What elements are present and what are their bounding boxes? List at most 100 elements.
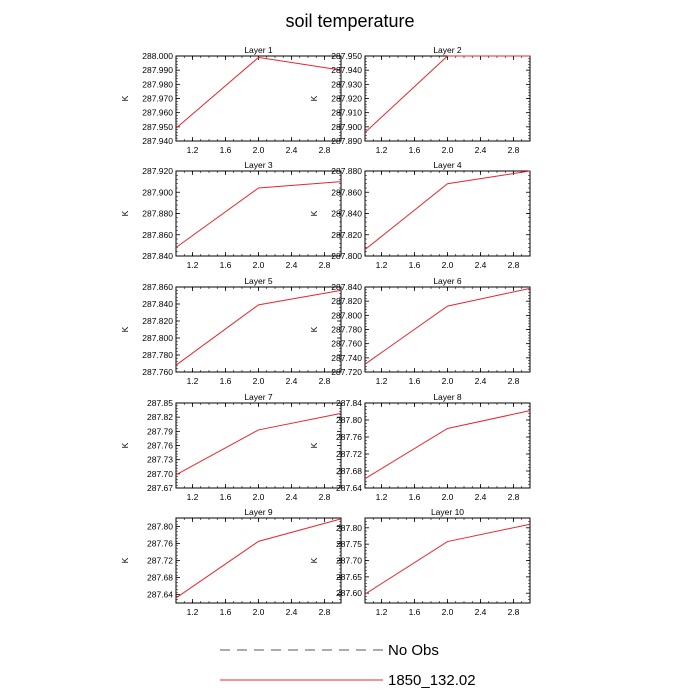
x-tick-label: 2.0 — [253, 376, 265, 386]
x-axis: 1.2 1.6 2.0 2.4 2.8 — [364, 403, 531, 502]
panel-title: Layer 6 — [433, 276, 462, 286]
series-line-1850-132-02 — [175, 56, 342, 129]
y-tick-label: 287.920 — [331, 94, 362, 104]
panel-title: Layer 3 — [244, 160, 273, 170]
x-axis: 1.2 1.6 2.0 2.4 2.8 — [364, 56, 531, 155]
panel-title: Layer 8 — [433, 392, 462, 402]
panel-layer-5: Layer 5K1.2 1.6 2.0 2.4 2.8287.760287.780287… — [120, 276, 342, 386]
y-tick-label: 287.890 — [331, 136, 362, 146]
y-tick-label: 287.76 — [336, 432, 362, 442]
x-tick-label: 2.8 — [319, 607, 331, 617]
y-tick-label: 287.67 — [147, 483, 173, 493]
x-tick-label: 1.6 — [220, 260, 232, 270]
y-tick-label: 287.65 — [336, 572, 362, 582]
x-tick-label: 1.2 — [187, 376, 199, 386]
x-axis: 1.2 1.6 2.0 2.4 2.8 — [364, 287, 531, 386]
x-tick-label: 2.4 — [286, 376, 298, 386]
x-tick-label: 2.8 — [319, 260, 331, 270]
x-tick-label: 2.8 — [508, 145, 520, 155]
panel-grid: Layer 1 K 1.2 1.6 2.0 2.4 2.8 287.940 287.950 287… — [120, 45, 531, 617]
panel-title: Layer 5 — [244, 276, 273, 286]
y-tick-label: 287.880 — [331, 166, 362, 176]
y-axis: 287.720 287.740 287.760 287.780 287.800 287.8… — [331, 282, 530, 377]
y-axis: 287.890 287.900 287.910 287.920 287.930 287.9… — [331, 51, 530, 146]
x-tick-label: 1.6 — [220, 376, 232, 386]
y-tick-label: 287.72 — [336, 449, 362, 459]
panel-layer-1: Layer 1K1.2 1.6 2.0 2.4 2.8287.940287.950287… — [120, 45, 342, 155]
y-axis-title: K — [120, 210, 130, 216]
x-tick-label: 2.4 — [475, 492, 487, 502]
y-tick-label: 287.740 — [331, 353, 362, 363]
x-axis: 1.2 1.6 2.0 2.4 2.8 — [175, 287, 342, 386]
x-tick-label: 1.6 — [409, 607, 421, 617]
y-tick-label: 287.860 — [331, 187, 362, 197]
y-tick-label: 287.840 — [331, 209, 362, 219]
y-axis-title: K — [309, 95, 319, 101]
y-tick-label: 287.76 — [147, 441, 173, 451]
x-tick-label: 1.6 — [409, 376, 421, 386]
y-tick-label: 287.70 — [147, 469, 173, 479]
series-line-1850-132-02 — [175, 181, 342, 248]
x-tick-label: 2.8 — [319, 492, 331, 502]
y-axis-title: K — [309, 557, 319, 563]
legend-no-obs-label: No Obs — [388, 642, 439, 659]
series-line-1850-132-02 — [364, 410, 531, 480]
x-tick-label: 2.8 — [319, 376, 331, 386]
legend: No Obs 1850_132.02 — [220, 642, 476, 689]
series-line-1850-132-02 — [364, 55, 530, 133]
x-axis: 1.2 1.6 2.0 2.4 2.8 — [364, 518, 531, 617]
panel-layer-4: Layer 4K1.2 1.6 2.0 2.4 2.8287.800287.820287… — [309, 160, 531, 270]
panel-layer-6: Layer 6K1.2 1.6 2.0 2.4 2.8287.720287.740287… — [309, 276, 531, 386]
series-line-1850-132-02 — [175, 518, 342, 599]
x-tick-label: 2.0 — [442, 607, 454, 617]
y-axis: 287.840 287.860 287.880 287.900 287.920 — [142, 166, 341, 261]
panel-title: Layer 7 — [244, 392, 273, 402]
y-axis: 287.940 287.950 287.960 287.970 287.980 287.9… — [142, 51, 341, 146]
y-tick-label: 287.960 — [142, 108, 173, 118]
x-axis: 1.2 1.6 2.0 2.4 2.8 — [175, 171, 342, 270]
y-tick-label: 287.84 — [336, 398, 362, 408]
y-tick-label: 287.950 — [331, 51, 362, 61]
y-tick-label: 287.980 — [142, 79, 173, 89]
y-axis-title: K — [309, 442, 319, 448]
y-axis-title: K — [120, 557, 130, 563]
panel-title: Layer 1 — [244, 45, 273, 55]
y-axis: 287.800 287.820 287.840 287.860 287.880 — [331, 166, 530, 261]
y-tick-label: 287.68 — [336, 466, 362, 476]
x-tick-label: 2.8 — [319, 145, 331, 155]
x-tick-label: 2.0 — [253, 260, 265, 270]
y-tick-label: 287.64 — [147, 590, 173, 600]
y-tick-label: 287.79 — [147, 426, 173, 436]
x-tick-label: 2.4 — [475, 260, 487, 270]
x-tick-label: 2.4 — [475, 376, 487, 386]
y-tick-label: 287.60 — [336, 588, 362, 598]
y-tick-label: 287.970 — [142, 94, 173, 104]
x-tick-label: 1.6 — [409, 145, 421, 155]
x-axis: 1.2 1.6 2.0 2.4 2.8 — [364, 171, 531, 270]
x-tick-label: 2.4 — [286, 607, 298, 617]
y-tick-label: 287.80 — [336, 415, 362, 425]
y-axis: 287.67 287.70 287.73 287.76 287.79 287.82 287.… — [147, 398, 341, 493]
x-tick-label: 2.0 — [253, 492, 265, 502]
y-tick-label: 287.930 — [331, 79, 362, 89]
y-axis: 287.64 287.68 287.72 287.76 287.80 287.84 — [336, 398, 530, 493]
x-tick-label: 1.6 — [220, 492, 232, 502]
y-axis-title: K — [309, 210, 319, 216]
y-tick-label: 287.75 — [336, 539, 362, 549]
y-tick-label: 287.73 — [147, 455, 173, 465]
y-tick-label: 287.860 — [142, 282, 173, 292]
y-tick-label: 287.940 — [142, 136, 173, 146]
x-tick-label: 2.4 — [475, 607, 487, 617]
x-tick-label: 2.4 — [286, 145, 298, 155]
y-tick-label: 287.82 — [147, 412, 173, 422]
panel-layer-3: Layer 3K1.2 1.6 2.0 2.4 2.8287.840287.860287… — [120, 160, 342, 270]
x-tick-label: 2.0 — [253, 607, 265, 617]
y-tick-label: 287.840 — [331, 282, 362, 292]
x-tick-label: 2.0 — [442, 145, 454, 155]
series-line-1850-132-02 — [364, 523, 531, 595]
y-axis: 287.64 287.68 287.72 287.76 287.80 — [147, 517, 341, 604]
panel-title: Layer 4 — [433, 160, 462, 170]
y-tick-label: 287.950 — [142, 122, 173, 132]
